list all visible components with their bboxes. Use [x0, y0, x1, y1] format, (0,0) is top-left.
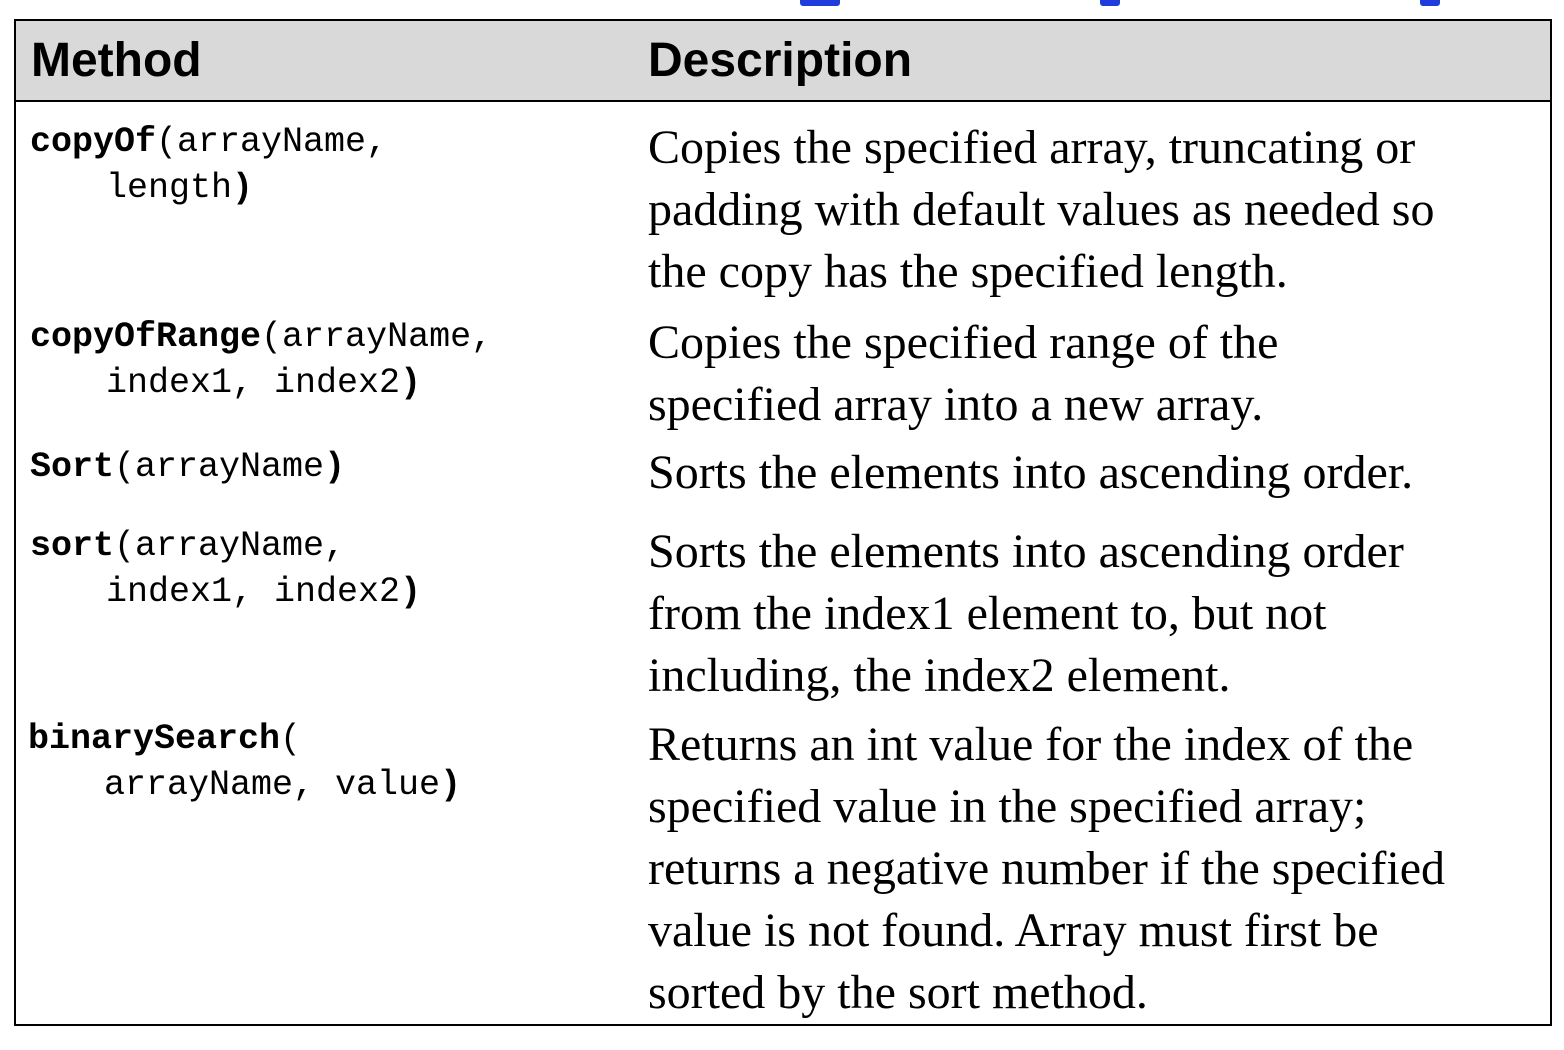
- method-args-close: ): [400, 363, 422, 403]
- method-name: copyOf: [30, 122, 157, 162]
- cut-off-title-fragment: [0, 0, 1564, 18]
- method-args-cont: length: [106, 168, 233, 208]
- method-name: Sort: [30, 447, 115, 487]
- method-args-close: ): [440, 765, 462, 805]
- table-header-row: Method Description: [16, 21, 1550, 102]
- method-name: sort: [30, 526, 115, 566]
- method-args-cont: arrayName, value: [104, 765, 441, 805]
- method-args-start: (arrayName,: [261, 317, 493, 357]
- method-description: Returns an int value for the index of th…: [648, 718, 1446, 1019]
- method-args-start: (: [280, 719, 302, 759]
- method-signature: copyOf(arrayName, length): [30, 119, 630, 211]
- table-row-copyof: copyOf(arrayName, length) Copies the spec…: [16, 117, 1550, 307]
- method-description: Copies the specified array, truncating o…: [648, 121, 1435, 298]
- method-args-start: (arrayName,: [156, 122, 388, 162]
- method-args-close: ): [400, 572, 422, 612]
- table-row-copyofrange: copyOfRange(arrayName, index1, index2) Co…: [16, 312, 1550, 437]
- method-signature: binarySearch( arrayName, value): [28, 716, 628, 808]
- arrays-methods-table: Method Description copyOf(arrayName, leng…: [14, 19, 1552, 1026]
- method-args-start: (arrayName: [114, 447, 325, 487]
- method-args-close: ): [324, 447, 346, 487]
- method-description: Copies the specified range of the specif…: [648, 316, 1279, 431]
- table-row-binarysearch: binarySearch( arrayName, value) Returns a…: [16, 714, 1550, 1024]
- table-row-sort-range: sort(arrayName, index1, index2) Sorts the…: [16, 521, 1550, 711]
- method-args-cont: index1, index2: [106, 363, 401, 403]
- method-signature: Sort(arrayName): [30, 444, 630, 490]
- method-description: Sorts the elements into ascending order …: [648, 525, 1404, 702]
- method-args-close: ): [232, 168, 254, 208]
- method-signature: copyOfRange(arrayName, index1, index2): [30, 314, 630, 406]
- method-args-start: (arrayName,: [114, 526, 346, 566]
- method-signature: sort(arrayName, index1, index2): [30, 523, 630, 615]
- table-row-sort-whole: Sort(arrayName) Sorts the elements into …: [16, 442, 1550, 512]
- method-name: copyOfRange: [30, 317, 262, 357]
- header-description: Description: [648, 34, 913, 87]
- method-description: Sorts the elements into ascending order.: [648, 446, 1414, 499]
- header-method: Method: [31, 34, 202, 87]
- method-args-cont: index1, index2: [106, 572, 401, 612]
- method-name: binarySearch: [28, 719, 281, 759]
